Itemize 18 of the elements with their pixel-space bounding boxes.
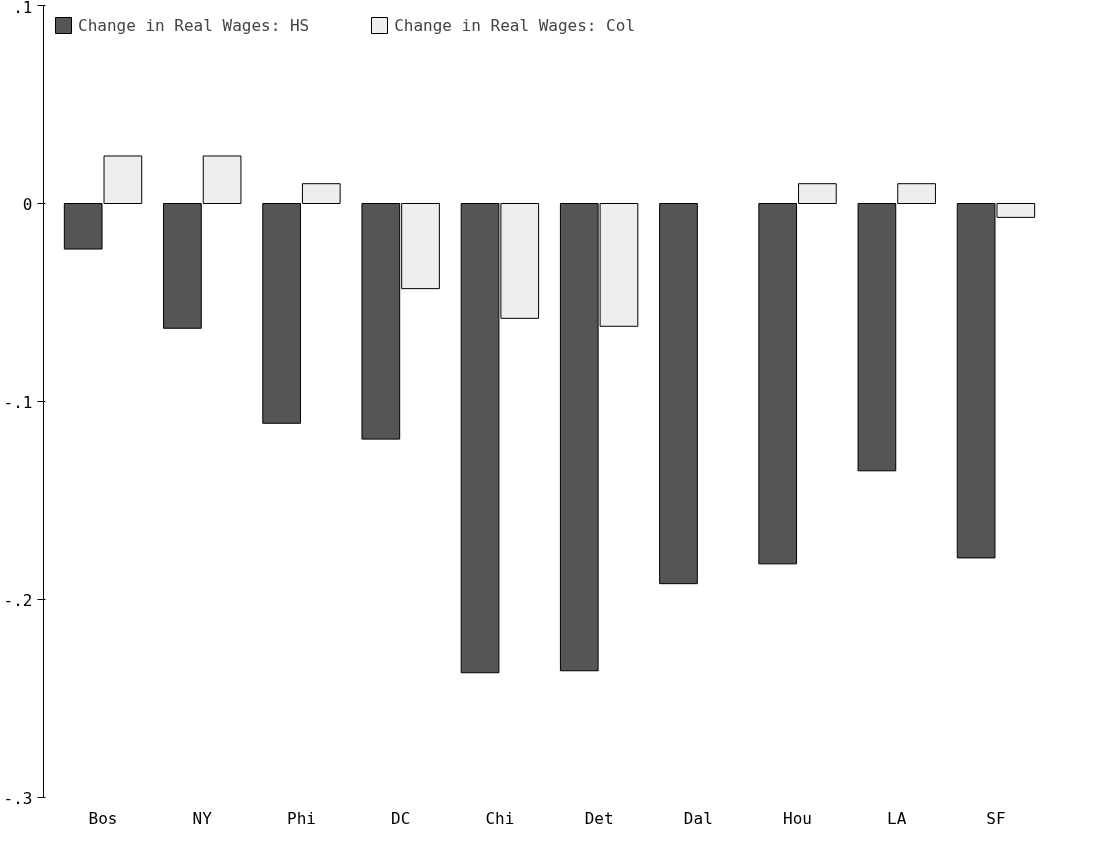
x-tick-label: Phi (287, 808, 316, 828)
x-tick-label: Chi (485, 808, 515, 828)
x-tick-label: Hou (783, 808, 812, 828)
y-tick-label: .1 (13, 0, 33, 17)
y-tick-label: -.1 (3, 392, 33, 412)
x-tick-label: NY (192, 808, 213, 828)
x-tick-label: Dal (683, 808, 713, 828)
legend-label: Change in Real Wages: Col (394, 15, 636, 35)
x-tick-label: LA (887, 808, 907, 828)
bar (659, 203, 698, 585)
x-tick-label: Bos (88, 808, 118, 828)
legend-label: Change in Real Wages: HS (78, 15, 310, 35)
x-tick-label: DC (391, 808, 411, 828)
x-tick-label: Det (584, 808, 614, 828)
y-tick-label: -.3 (3, 788, 33, 808)
y-tick-label: 0 (22, 194, 33, 214)
x-tick-label: SF (986, 808, 1006, 828)
y-tick-label: -.2 (3, 590, 33, 610)
